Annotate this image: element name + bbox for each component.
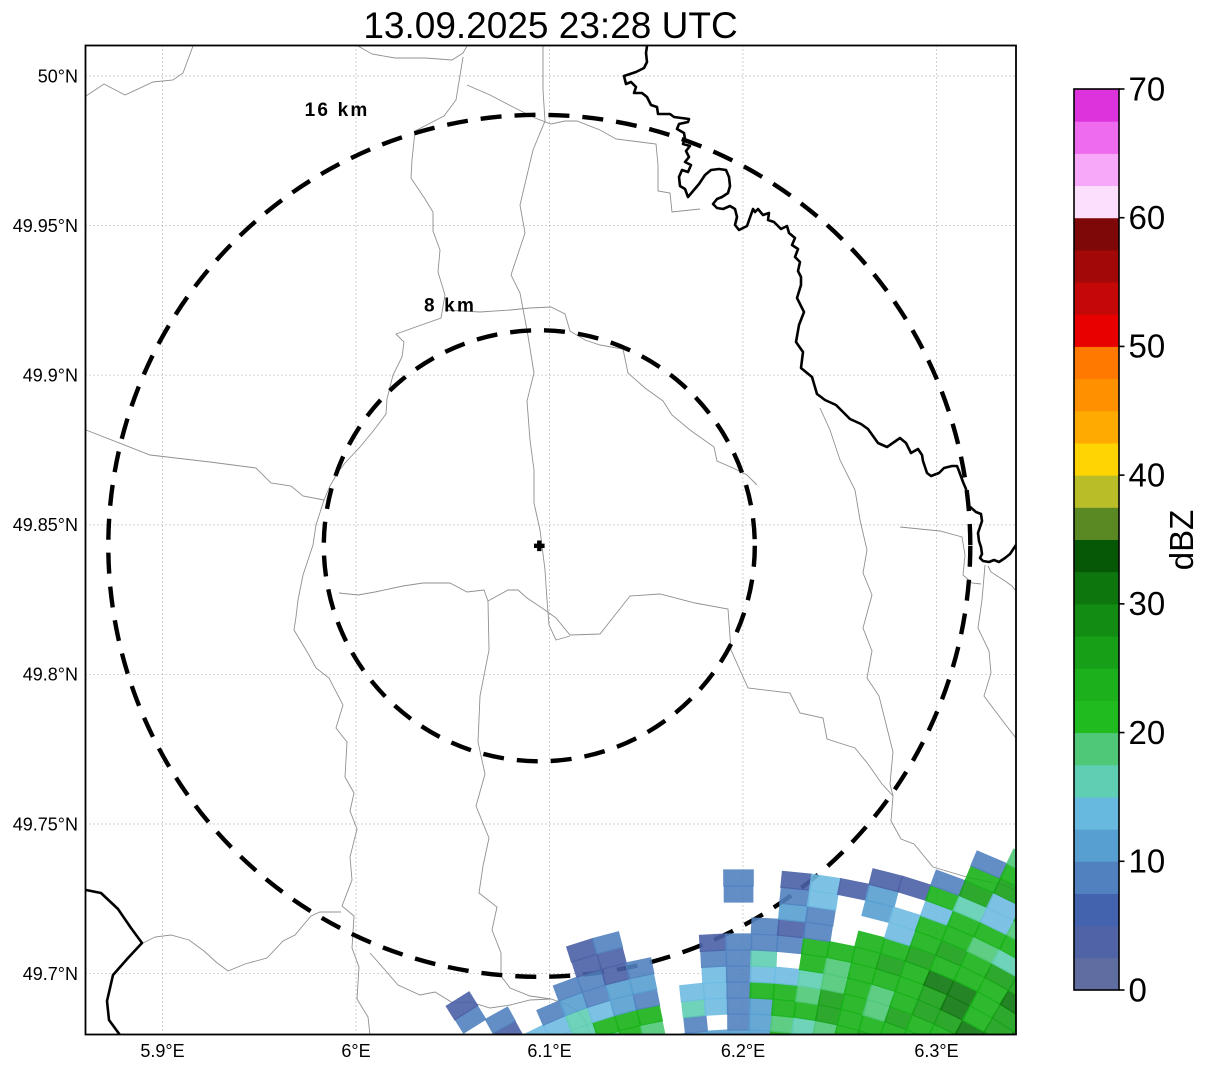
svg-text:30: 30 xyxy=(1129,585,1166,622)
svg-text:49.9°N: 49.9°N xyxy=(23,366,78,386)
svg-text:49.75°N: 49.75°N xyxy=(13,814,78,834)
svg-text:50°N: 50°N xyxy=(38,66,78,86)
svg-text:6°E: 6°E xyxy=(341,1041,370,1061)
svg-text:70: 70 xyxy=(1129,70,1166,107)
svg-text:60: 60 xyxy=(1129,199,1166,236)
svg-text:20: 20 xyxy=(1129,714,1166,751)
svg-text:49.7°N: 49.7°N xyxy=(23,964,78,984)
svg-text:49.8°N: 49.8°N xyxy=(23,665,78,685)
svg-text:49.95°N: 49.95°N xyxy=(13,216,78,236)
svg-text:10: 10 xyxy=(1129,843,1166,880)
svg-text:5.9°E: 5.9°E xyxy=(140,1041,184,1061)
svg-text:6.3°E: 6.3°E xyxy=(914,1041,958,1061)
svg-text:6.2°E: 6.2°E xyxy=(721,1041,765,1061)
svg-text:40: 40 xyxy=(1129,456,1166,493)
svg-text:6.1°E: 6.1°E xyxy=(527,1041,571,1061)
svg-text:dBZ: dBZ xyxy=(1163,510,1200,571)
svg-text:50: 50 xyxy=(1129,328,1166,365)
svg-text:13.09.2025 23:28 UTC: 13.09.2025 23:28 UTC xyxy=(363,5,737,46)
svg-text:8 km: 8 km xyxy=(424,296,476,317)
svg-text:49.85°N: 49.85°N xyxy=(13,515,78,535)
svg-text:0: 0 xyxy=(1129,971,1147,1008)
svg-text:16 km: 16 km xyxy=(305,100,370,121)
